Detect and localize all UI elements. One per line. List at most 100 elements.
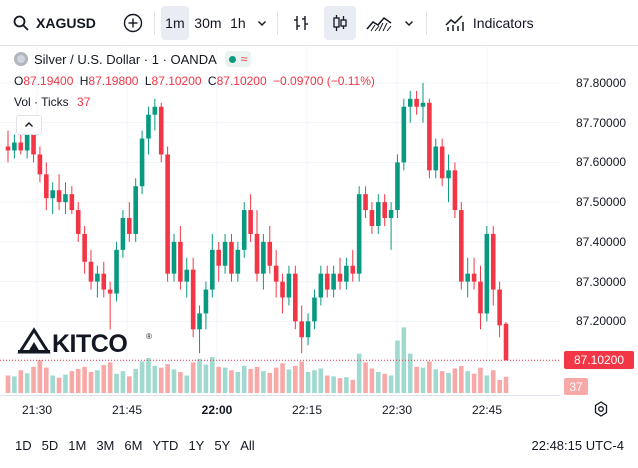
range-ytd-button[interactable]: YTD [152, 437, 179, 453]
candle [152, 98, 158, 131]
candle-body [63, 194, 68, 203]
candle-body [178, 241, 183, 282]
candle [63, 182, 68, 215]
volume-bar [305, 372, 311, 393]
candle [427, 98, 432, 179]
range-3m-button[interactable]: 3M [96, 437, 115, 453]
market-open-dot-icon [228, 55, 236, 63]
candle-body [280, 281, 285, 298]
candle [420, 82, 426, 123]
volume-bar [24, 373, 30, 393]
candle [465, 257, 470, 298]
indicators-label: Indicators [472, 14, 534, 31]
volume-bar [286, 369, 292, 393]
candle-body [459, 210, 464, 282]
candle-body [44, 174, 49, 199]
indicators-button[interactable]: Indicators [441, 6, 538, 40]
price-axis[interactable]: 87.80000 87.70000 87.60000 87.50000 87.40000… [560, 47, 638, 395]
candle-body [56, 190, 62, 203]
candle-body [50, 190, 55, 199]
range-all-button[interactable]: All [240, 437, 255, 453]
candle-body [216, 249, 221, 266]
candle [5, 130, 11, 163]
chart-style-dropdown-button[interactable] [400, 6, 418, 40]
candle-body [146, 114, 151, 139]
collapse-legend-button[interactable] [16, 115, 42, 135]
candle-body [203, 289, 209, 314]
candle [414, 90, 419, 115]
candle [69, 186, 75, 215]
candle-body [114, 249, 119, 294]
clock-timezone[interactable]: 22:48:15 UTC-4 [531, 437, 625, 453]
candle [127, 202, 132, 242]
high-label: H [79, 74, 89, 88]
candle-body [37, 154, 43, 175]
volume-bar [427, 361, 432, 393]
candles [5, 82, 509, 361]
volume-bar [273, 367, 279, 393]
volume-bar [241, 365, 247, 393]
candle [280, 273, 285, 314]
high-value: 87.19800 [88, 74, 139, 88]
volume-bar [165, 364, 170, 393]
interval-dropdown-button[interactable] [253, 6, 271, 40]
candle [139, 130, 145, 195]
candle-body [241, 210, 247, 250]
range-5y-button[interactable]: 5Y [214, 437, 231, 453]
candles-style-button[interactable] [323, 5, 356, 40]
range-1y-button[interactable]: 1Y [188, 437, 205, 453]
candle-body [420, 102, 426, 107]
candle-body [139, 138, 145, 187]
candle-body [254, 233, 260, 274]
candle [299, 305, 304, 354]
candle-body [120, 218, 126, 250]
compare-add-button[interactable] [120, 6, 146, 40]
volume-bar [465, 371, 470, 393]
range-1m-button[interactable]: 1M [68, 437, 87, 453]
bars-icon [293, 15, 308, 30]
candle [146, 106, 151, 155]
candle [356, 186, 362, 282]
candle-body [248, 210, 253, 234]
volume-bar [350, 379, 356, 393]
market-status-badge[interactable]: ≈ [224, 51, 252, 67]
price-axis-label: 87.40000 [576, 234, 627, 249]
candle [318, 265, 324, 306]
candle-body [293, 273, 298, 322]
candle-body [107, 289, 113, 294]
candle [324, 265, 330, 298]
chart-settings-button[interactable] [590, 398, 612, 420]
volume-bar [69, 371, 75, 393]
range-5d-button[interactable]: 5D [41, 437, 59, 453]
volume-bar [299, 361, 304, 393]
price-chart[interactable]: KITCO ® [0, 47, 560, 395]
interval-30m-button[interactable]: 30m [192, 6, 224, 40]
candle-body [497, 289, 502, 326]
area-style-button[interactable] [364, 6, 394, 40]
range-1d-button[interactable]: 1D [15, 437, 32, 453]
candle-body [484, 233, 490, 314]
candle-body [305, 321, 311, 338]
candle [178, 225, 183, 290]
interval-1m-button[interactable]: 1m [160, 5, 189, 40]
candle-body [82, 233, 87, 262]
volume-bar [184, 375, 190, 393]
candle-body [152, 106, 158, 115]
candle [210, 233, 215, 298]
time-axis[interactable]: 21:30 21:45 22:00 22:15 22:30 22:45 [0, 395, 608, 421]
volume-bar [420, 367, 426, 393]
volume-bar [331, 376, 336, 393]
candle-body [31, 134, 36, 155]
candle [312, 289, 317, 330]
bar-style-button[interactable] [288, 6, 314, 40]
range-6m-button[interactable]: 6M [124, 437, 143, 453]
exchange-logo-icon [14, 52, 28, 66]
time-axis-label: 22:45 [471, 403, 503, 417]
candle-body [101, 273, 107, 290]
candle-body [503, 323, 509, 361]
symbol-search[interactable]: XAGUSD [12, 6, 96, 40]
candle-body [18, 142, 24, 151]
candle [452, 162, 458, 219]
candle [439, 138, 445, 187]
interval-1h-button[interactable]: 1h [227, 6, 249, 40]
